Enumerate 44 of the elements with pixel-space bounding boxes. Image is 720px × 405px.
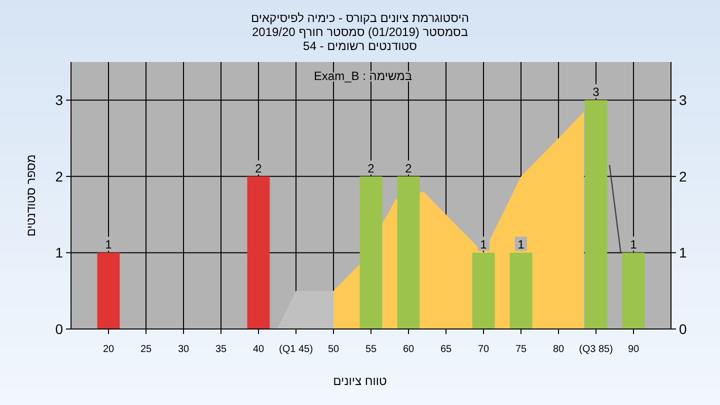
x-tick-label: 40 bbox=[252, 344, 264, 355]
y2-tick-label: 2 bbox=[679, 168, 687, 184]
y-tick-label: 3 bbox=[55, 92, 64, 108]
chart-title: היסטוגרמת ציונים בקורס - כימיה לפיסיקאים bbox=[251, 11, 469, 25]
text: סטודנטים רשומים - 54 bbox=[303, 39, 418, 53]
data-label: 2 bbox=[255, 161, 262, 176]
bar bbox=[472, 252, 495, 329]
x-tick-label: 35 bbox=[215, 344, 227, 355]
y-tick-label: 0 bbox=[55, 321, 64, 337]
bar bbox=[622, 252, 645, 329]
x-tick-label: 20 bbox=[102, 344, 114, 355]
x-tick-label: (Q1 45) bbox=[279, 344, 313, 355]
x-tick-label: 60 bbox=[402, 344, 414, 355]
bar bbox=[510, 252, 532, 329]
x-tick-label: 25 bbox=[140, 344, 152, 355]
data-label: 1 bbox=[480, 238, 488, 252]
y-axis-title: מספר סטודנטים bbox=[24, 154, 38, 237]
bar bbox=[360, 176, 382, 329]
x-tick-label: (Q3 85) bbox=[579, 344, 613, 355]
x-tick-label: 70 bbox=[478, 344, 490, 355]
x-tick-label: 75 bbox=[515, 344, 527, 355]
chart-subtitle: בסמסטר (01/2019) סמסטר חורף 2019/20 bbox=[252, 25, 468, 39]
data-label: 3 bbox=[592, 85, 600, 100]
data-label: 2 bbox=[405, 161, 412, 176]
data-label: 1 bbox=[105, 238, 112, 252]
data-label: 2 bbox=[368, 161, 375, 176]
data-label: 1 bbox=[518, 238, 525, 252]
y2-tick-label: 0 bbox=[679, 321, 687, 337]
bar bbox=[584, 100, 608, 329]
data-label: 1 bbox=[630, 238, 638, 252]
y-tick-label: 2 bbox=[55, 168, 64, 184]
y-tick-label: 1 bbox=[55, 244, 64, 261]
bar bbox=[247, 176, 270, 329]
bar bbox=[97, 252, 120, 329]
x-tick-label: 55 bbox=[365, 344, 377, 355]
x-tick-label: 90 bbox=[628, 344, 640, 355]
x-axis-title: טווח ציונים bbox=[333, 374, 388, 388]
y2-tick-label: 1 bbox=[679, 244, 687, 261]
y2-tick-label: 3 bbox=[679, 92, 687, 108]
x-tick-label: 80 bbox=[552, 344, 564, 355]
x-tick-label: 30 bbox=[178, 344, 190, 355]
bar bbox=[397, 176, 420, 329]
x-tick-label: 65 bbox=[440, 344, 452, 355]
x-tick-label: 50 bbox=[328, 344, 340, 355]
